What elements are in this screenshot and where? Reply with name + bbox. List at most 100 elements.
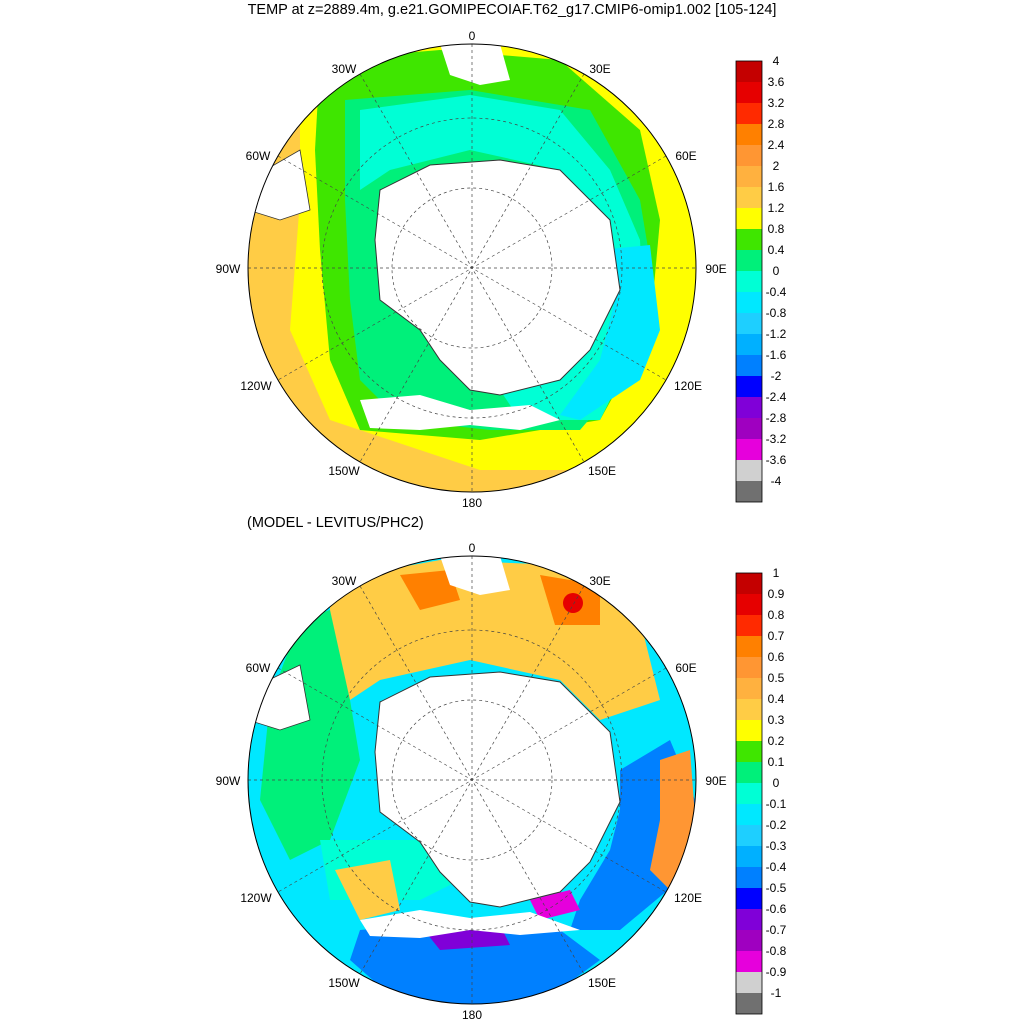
bottom-lon-30e: 30E [589, 574, 610, 588]
colorbar-tick-label: -2.4 [766, 390, 787, 404]
figure-title: TEMP at z=2889.4m, g.e21.GOMIPECOIAF.T62… [247, 2, 777, 18]
colorbar-swatch [736, 439, 762, 460]
colorbar-tick-label: -2 [771, 369, 782, 383]
colorbar-tick-label: -4 [771, 474, 782, 488]
colorbar-tick-label: 2.4 [768, 138, 785, 152]
colorbar-swatch [736, 720, 762, 741]
colorbar-swatch [736, 636, 762, 657]
colorbar-swatch [736, 124, 762, 145]
colorbar-swatch [736, 846, 762, 867]
colorbar-swatch [736, 187, 762, 208]
colorbar-tick-label: -1.6 [766, 348, 787, 362]
colorbar-swatch [736, 460, 762, 481]
bottom-lon-180: 180 [462, 1008, 482, 1022]
top-lon-180: 180 [462, 496, 482, 510]
bottom-map-border [247, 555, 697, 1005]
colorbar-tick-label: -2.8 [766, 411, 787, 425]
bottom-south-america [248, 664, 311, 731]
colorbar-swatch [736, 909, 762, 930]
colorbar-tick-label: -0.5 [766, 881, 787, 895]
top-lon-0: 0 [469, 29, 476, 43]
colorbar-tick-label: 3.6 [768, 75, 785, 89]
colorbar-tick-label: -0.8 [766, 944, 787, 958]
colorbar-tick-label: -0.6 [766, 902, 787, 916]
colorbar-swatch [736, 208, 762, 229]
colorbar-swatch [736, 355, 762, 376]
colorbar-tick-label: 0.1 [768, 755, 785, 769]
colorbar-tick-label: -3.2 [766, 432, 787, 446]
colorbar-tick-label: -1.2 [766, 327, 787, 341]
bottom-hot-spot [563, 593, 583, 613]
colorbar-swatch [736, 334, 762, 355]
bottom-lon-120e: 120E [674, 891, 702, 905]
colorbar-swatch [736, 61, 762, 82]
bottom-warm-patch-120w [335, 860, 400, 920]
colorbar-tick-label: 0.9 [768, 587, 785, 601]
colorbar-tick-label: 0 [773, 776, 780, 790]
colorbar-tick-label: 4 [773, 54, 780, 68]
colorbar-swatch [736, 418, 762, 439]
top-graticule [248, 44, 696, 492]
top-lon-120w: 120W [240, 379, 272, 393]
colorbar-swatch [736, 951, 762, 972]
colorbar-tick-label: 0.8 [768, 222, 785, 236]
colorbar-swatch [736, 888, 762, 909]
colorbar-tick-label: -3.6 [766, 453, 787, 467]
colorbar-swatch [736, 292, 762, 313]
colorbar-swatch [736, 103, 762, 124]
bottom-map-panel: 0 30E 60E 90E 120E 150E 180 150W 120W 90… [216, 541, 727, 1022]
top-cold-zone [560, 245, 660, 420]
colorbar-swatch [736, 762, 762, 783]
colorbar-tick-label: -0.4 [766, 860, 787, 874]
bottom-lon-90e: 90E [705, 774, 726, 788]
colorbar-swatch [736, 229, 762, 250]
top-south-america [248, 149, 311, 221]
top-antarctica [374, 159, 621, 396]
bottom-antarctica [374, 671, 621, 908]
colorbar-tick-label: 1.2 [768, 201, 785, 215]
colorbar-tick-label: -0.4 [766, 285, 787, 299]
colorbar-swatch [736, 271, 762, 292]
top-lon-60e: 60E [675, 149, 696, 163]
colorbar-tick-label: -0.1 [766, 797, 787, 811]
bottom-africa-gap [440, 556, 510, 595]
colorbar-tick-label: -0.8 [766, 306, 787, 320]
bottom-lon-90w: 90W [216, 774, 241, 788]
colorbar-swatch [736, 376, 762, 397]
colorbar-tick-label: -0.9 [766, 965, 787, 979]
top-lon-90w: 90W [216, 262, 241, 276]
top-africa-gap [440, 44, 510, 85]
top-lon-150e: 150E [588, 464, 616, 478]
colorbar-tick-label: 0.8 [768, 608, 785, 622]
colorbar-swatch [736, 783, 762, 804]
colorbar-tick-label: 0.4 [768, 692, 785, 706]
bottom-lon-60e: 60E [675, 661, 696, 675]
colorbar-swatch [736, 825, 762, 846]
colorbar-swatch [736, 313, 762, 334]
colorbar-frame [735, 60, 763, 503]
colorbar-tick-label: 2.8 [768, 117, 785, 131]
colorbar-swatch [736, 82, 762, 103]
colorbar-swatch [736, 993, 762, 1014]
colorbar-tick-label: 1.6 [768, 180, 785, 194]
bottom-ross-shelf [360, 910, 580, 938]
colorbar-tick-label: 0.7 [768, 629, 785, 643]
bottom-lon-150e: 150E [588, 976, 616, 990]
colorbar-tick-label: -0.2 [766, 818, 787, 832]
colorbar-swatch [736, 250, 762, 271]
top-ross-shelf [360, 395, 560, 430]
bottom-colorbar: 1 0.9 0.8 0.7 0.6 0.5 0.4 0.3 0.2 0.1 0 -0.1 -0.2 -0.… [735, 566, 787, 1015]
colorbar-tick-label: 0 [773, 264, 780, 278]
top-lon-120e: 120E [674, 379, 702, 393]
colorbar-frame [735, 572, 763, 1015]
colorbar-swatch [736, 166, 762, 187]
top-lon-30e: 30E [589, 62, 610, 76]
colorbar-swatch [736, 972, 762, 993]
bottom-lon-120w: 120W [240, 891, 272, 905]
colorbar-tick-label: 0.3 [768, 713, 785, 727]
lower-panel-subtitle: (MODEL - LEVITUS/PHC2) [247, 515, 424, 531]
bottom-deep-cold [350, 920, 600, 1004]
colorbar-swatch [736, 145, 762, 166]
colorbar-swatch [736, 678, 762, 699]
